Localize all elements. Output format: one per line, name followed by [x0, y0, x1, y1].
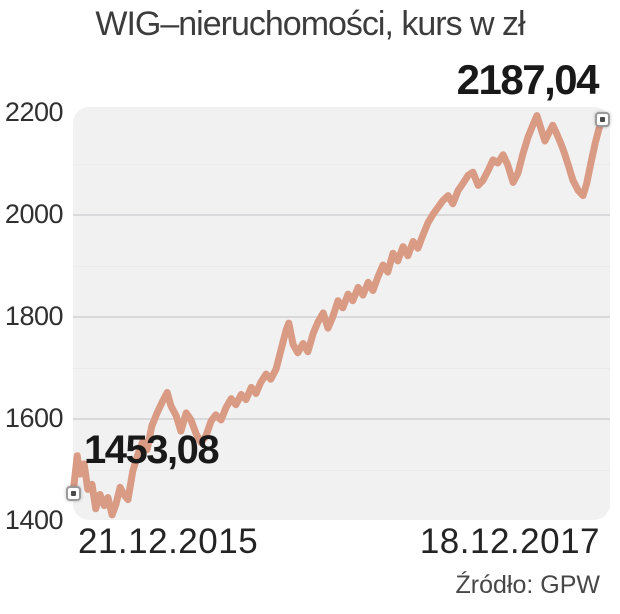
source-label: Źródło: GPW [455, 571, 600, 599]
y-tick-label: 2200 [4, 97, 64, 127]
price-line [69, 112, 606, 519]
y-tick-label: 1600 [4, 403, 64, 433]
plot-area [69, 107, 610, 520]
y-tick-label: 2000 [4, 199, 64, 229]
y-tick-label: 1800 [4, 301, 64, 331]
price-line-svg [69, 112, 606, 519]
marker-dot-icon [70, 491, 76, 497]
gridline-minor [73, 368, 610, 369]
gridline-minor [73, 164, 610, 165]
x-axis-start-date: 21.12.2015 [78, 522, 259, 561]
start-value-label: 1453,08 [84, 428, 220, 472]
x-axis-end-date: 18.12.2017 [419, 522, 600, 561]
gridline-minor [73, 266, 610, 267]
start-point-marker [65, 486, 81, 502]
gridline-major [73, 418, 610, 420]
marker-dot-icon [599, 117, 605, 123]
gridline-major [73, 214, 610, 216]
end-point-marker [594, 112, 610, 128]
chart-title: WIG–nieruchomości, kurs w zł [95, 5, 525, 43]
gridline-major [73, 316, 610, 318]
end-value-label: 2187,04 [456, 56, 600, 103]
y-tick-label: 1400 [4, 505, 64, 535]
gridline-minor [73, 470, 610, 471]
